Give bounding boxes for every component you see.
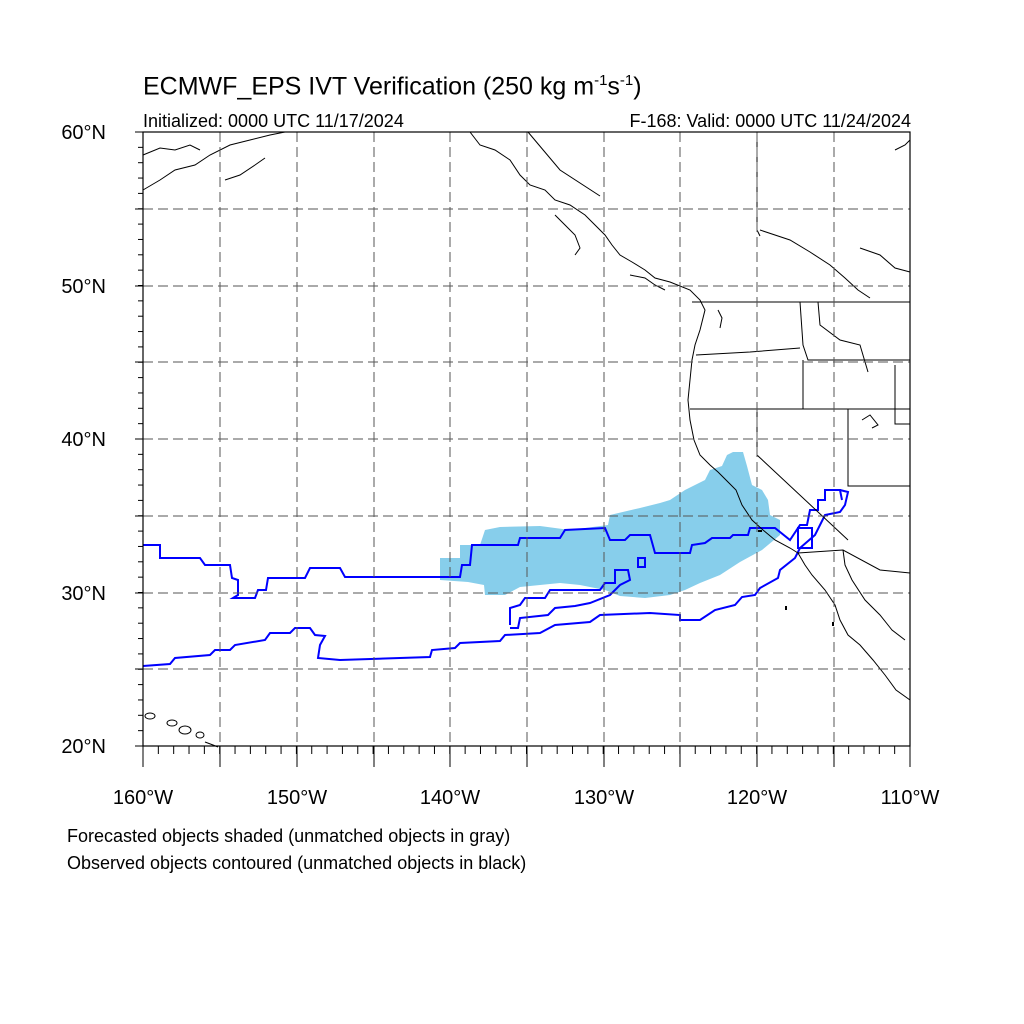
plot-title: ECMWF_EPS IVT Verification (250 kg m-1s-…: [143, 72, 642, 101]
lat-label-60: 60°N: [61, 122, 106, 144]
minor-ticks: [138, 131, 911, 754]
offshore-islands: [758, 530, 834, 626]
lon-label-110w: 110°W: [880, 787, 940, 809]
lat-label-20: 20°N: [61, 736, 106, 758]
observed-object-inner: [509, 569, 632, 629]
axis-ticks: [135, 131, 911, 767]
observed-object-lower: [142, 489, 850, 667]
observed-object-small: [637, 557, 646, 568]
lon-label-160w: 160°W: [112, 787, 174, 809]
lon-label-120w: 120°W: [726, 787, 788, 809]
lon-label-140w: 140°W: [419, 787, 481, 809]
graticule: [143, 132, 910, 746]
lat-label-40: 40°N: [61, 429, 106, 451]
observed-contours: [142, 489, 850, 667]
lon-label-150w: 150°W: [266, 787, 328, 809]
lat-label-50: 50°N: [61, 276, 106, 298]
hawaii-islands: [144, 712, 219, 748]
lat-label-30: 30°N: [61, 583, 106, 605]
observed-object-small-2: [797, 527, 813, 549]
observed-object-outer: [143, 489, 843, 599]
init-time-label: Initialized: 0000 UTC 11/17/2024: [143, 111, 404, 131]
coastlines: [142, 131, 911, 701]
valid-time-label: F-168: Valid: 0000 UTC 11/24/2024: [629, 111, 911, 131]
caption-forecast: Forecasted objects shaded (unmatched obj…: [67, 826, 511, 846]
caption-observed: Observed objects contoured (unmatched ob…: [67, 853, 527, 873]
lon-label-130w: 130°W: [573, 787, 635, 809]
forecast-object: [440, 452, 780, 598]
